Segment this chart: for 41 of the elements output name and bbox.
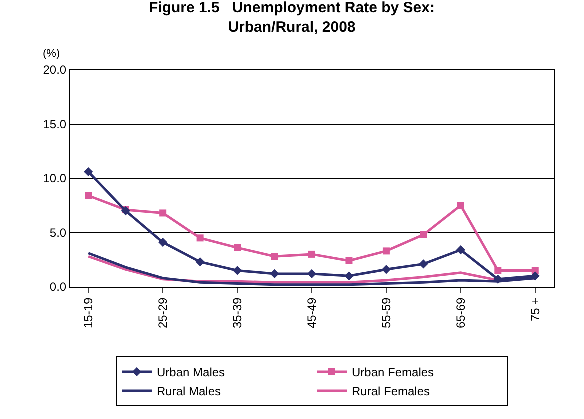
point [382,265,392,274]
point [308,250,316,258]
x-tick-label: 35-39 [230,297,244,329]
point [382,248,390,255]
x-tick-label: 45-49 [304,297,319,329]
y-tick-label: 10.0 [43,172,67,186]
x-tick-label: 25-29 [156,297,170,329]
point [456,246,466,255]
chart-title: Figure 1.5 Unemployment Rate by Sex: Urban/Rural, 2008 [149,0,435,36]
legend-label: Rural Males [157,384,222,399]
x-tick-label: 15-19 [82,297,96,329]
x-tick-label: 55-59 [379,297,394,329]
x-tick-label: 65-69 [454,297,468,329]
point [196,234,204,242]
point [271,253,278,260]
point [85,192,92,200]
point [84,167,94,177]
point [346,257,353,264]
y-tick-label: 5.0 [50,226,67,240]
point [420,231,428,238]
point [307,269,317,279]
y-tick-label: 15.0 [43,117,67,132]
point [457,202,464,210]
point [419,260,428,269]
point [530,272,540,281]
point [232,266,242,276]
y-tick-label: 20.0 [43,63,67,78]
legend-label: Urban Females [352,366,434,380]
point [196,258,205,267]
point [344,272,354,281]
point [270,269,280,279]
legend-label: Urban Males [157,366,226,380]
x-tick-label: 75 + [528,298,542,322]
point [160,210,167,217]
y-tick-label: 0.0 [50,280,67,294]
point [494,267,502,274]
legend-label: Rural Females [352,384,430,399]
point [234,244,242,252]
y-axis-title: (%) [43,48,60,60]
point [158,238,168,248]
point [121,206,130,216]
